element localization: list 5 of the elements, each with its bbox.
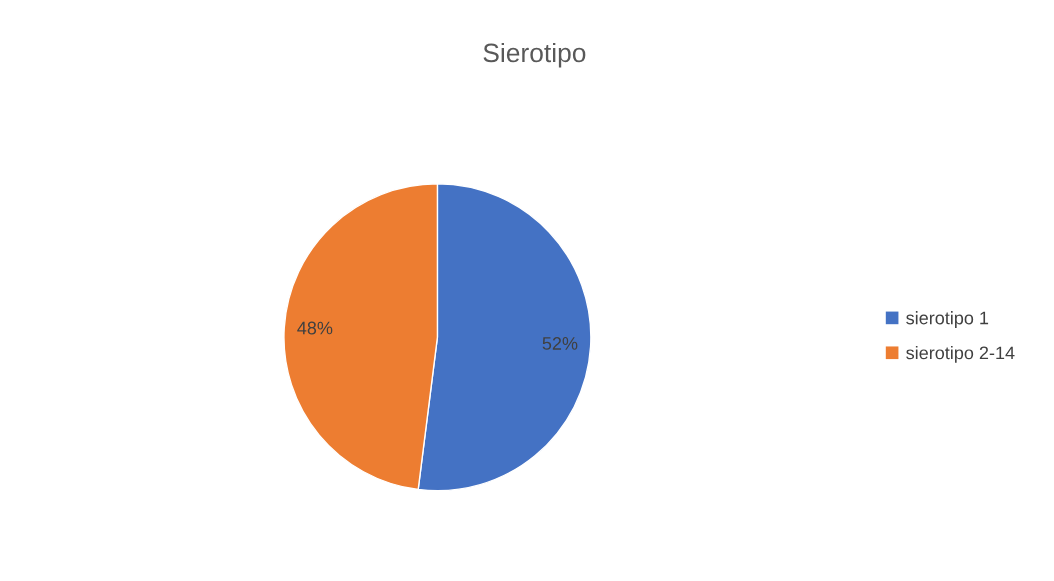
chart-title: Sierotipo <box>483 42 586 68</box>
data-label: 52% <box>542 337 578 350</box>
legend-label: sierotipo 2-14 <box>906 346 1015 363</box>
legend-label: sierotipo 1 <box>906 311 989 328</box>
data-label: 48% <box>297 321 333 335</box>
